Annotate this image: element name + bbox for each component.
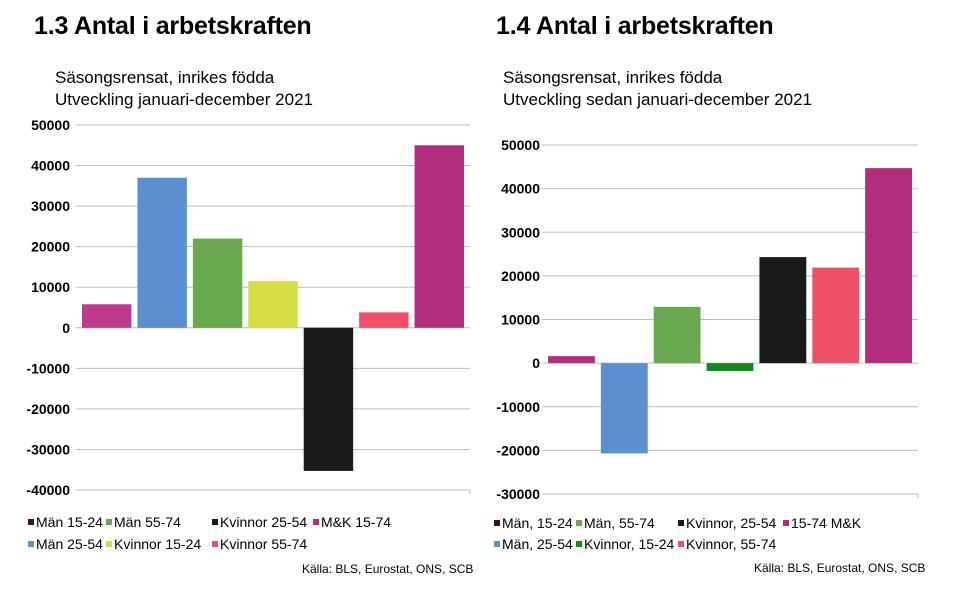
bar (414, 145, 464, 328)
legend-label: Kvinnor 15-24 (114, 536, 202, 552)
y-tick-label: 10000 (501, 312, 540, 328)
legend-label: Män 25-54 (36, 536, 103, 552)
legend-label: Kvinnor, 55-74 (686, 536, 777, 552)
y-tick-label: 20000 (501, 268, 540, 284)
legend-label: Kvinnor, 15-24 (584, 536, 675, 552)
y-tick-label: 30000 (31, 198, 70, 214)
legend-item: Män, 55-74 (576, 515, 655, 531)
y-tick-label: 50000 (501, 137, 540, 153)
legend-item: Kvinnor, 15-24 (576, 536, 674, 552)
legend-swatch (678, 520, 684, 527)
y-tick-label: -20000 (26, 401, 70, 417)
legend-item: 15-74 M&K (783, 515, 861, 531)
legend-item: Män, 15-24 (494, 515, 573, 531)
legend-swatch (678, 541, 684, 548)
legend-label: Män, 25-54 (502, 536, 573, 552)
legend-swatch (28, 541, 34, 548)
y-tick-label: 0 (532, 355, 540, 371)
legend-label: Kvinnor 25-54 (220, 514, 308, 530)
legend-swatch (106, 541, 112, 548)
chart-subtitle-line-2: Utveckling sedan januari-december 2021 (503, 90, 813, 109)
bar (548, 356, 595, 364)
bar (653, 306, 701, 364)
legend-item: Kvinnor, 25-54 (678, 515, 776, 531)
legend-label: Kvinnor, 25-54 (686, 515, 777, 531)
y-tick-label: -30000 (26, 441, 70, 457)
legend-item: Kvinnor 55-74 (212, 536, 307, 552)
legend-label: Män, 15-24 (502, 515, 573, 531)
legend-label: Män, 55-74 (584, 515, 655, 531)
y-tick-label: 40000 (501, 181, 540, 197)
y-tick-label: -20000 (496, 442, 540, 458)
legend-item: Kvinnor 25-54 (212, 514, 307, 530)
legend-item: Män 25-54 (28, 536, 103, 552)
legend-item: Kvinnor 15-24 (106, 536, 201, 552)
bar (600, 363, 648, 454)
y-tick-label: 20000 (31, 239, 70, 255)
y-tick-label: 10000 (31, 279, 70, 295)
legend-swatch (494, 541, 500, 548)
chart-subtitle-line-1: Säsongsrensat, inrikes födda (503, 68, 723, 87)
legend-item: Kvinnor, 55-74 (678, 536, 776, 552)
bar (248, 281, 298, 328)
bar (759, 257, 807, 364)
chart-title: 1.3 Antal i arbetskraften (34, 12, 312, 40)
legend-item: M&K 15-74 (313, 514, 391, 530)
legend-swatch (28, 519, 34, 526)
y-tick-label: -30000 (496, 486, 540, 502)
y-tick-label: 0 (62, 320, 70, 336)
source-note: Källa: BLS, Eurostat, ONS, SCB (754, 561, 926, 575)
legend-swatch (106, 519, 112, 526)
legend-swatch (212, 541, 218, 548)
chart-panel-1-4: 1.4 Antal i arbetskraften Säsongsrensat,… (480, 0, 960, 599)
legend-swatch (212, 519, 218, 526)
chart-subtitle-line-2: Utveckling januari-december 2021 (55, 90, 313, 109)
legend-swatch (494, 520, 500, 527)
legend-swatch (783, 520, 789, 527)
source-note: Källa: BLS, Eurostat, ONS, SCB (302, 562, 474, 576)
legend-item: Män, 25-54 (494, 536, 573, 552)
bar (137, 177, 187, 328)
legend-item: Män 55-74 (106, 514, 181, 530)
legend-label: Män 15-24 (36, 514, 103, 530)
y-tick-label: 50000 (31, 117, 70, 133)
legend-swatch (576, 520, 582, 527)
y-tick-label: -40000 (26, 482, 70, 498)
y-tick-label: 30000 (501, 224, 540, 240)
bar (812, 267, 860, 364)
bar-chart-1-3: 50000 40000 30000 20000 10000 0 -10000 -20000 -3… (26, 117, 471, 498)
legend-label: Män 55-74 (114, 514, 181, 530)
legend-swatch (313, 519, 319, 526)
bar-chart-1-4: 50000 40000 30000 20000 10000 0 -10000 -20000 -3… (496, 137, 919, 502)
bar (359, 312, 409, 328)
legend-label: M&K 15-74 (321, 514, 392, 530)
legend-label: Kvinnor 55-74 (220, 536, 308, 552)
chart-panel-1-3: 1.3 Antal i arbetskraften Säsongsrensat,… (26, 12, 474, 576)
bar (865, 168, 912, 364)
legend-swatch (576, 541, 582, 548)
legend-item: Män 15-24 (28, 514, 103, 530)
legend-label: 15-74 M&K (791, 515, 862, 531)
bar (303, 327, 354, 471)
y-tick-label: -10000 (26, 360, 70, 376)
chart-subtitle-line-1: Säsongsrensat, inrikes födda (55, 68, 275, 87)
y-tick-label: 40000 (31, 158, 70, 174)
y-tick-label: -10000 (496, 399, 540, 415)
bar (706, 363, 754, 371)
chart-title: 1.4 Antal i arbetskraften (496, 12, 774, 40)
bar (192, 238, 243, 328)
bar (82, 304, 132, 328)
